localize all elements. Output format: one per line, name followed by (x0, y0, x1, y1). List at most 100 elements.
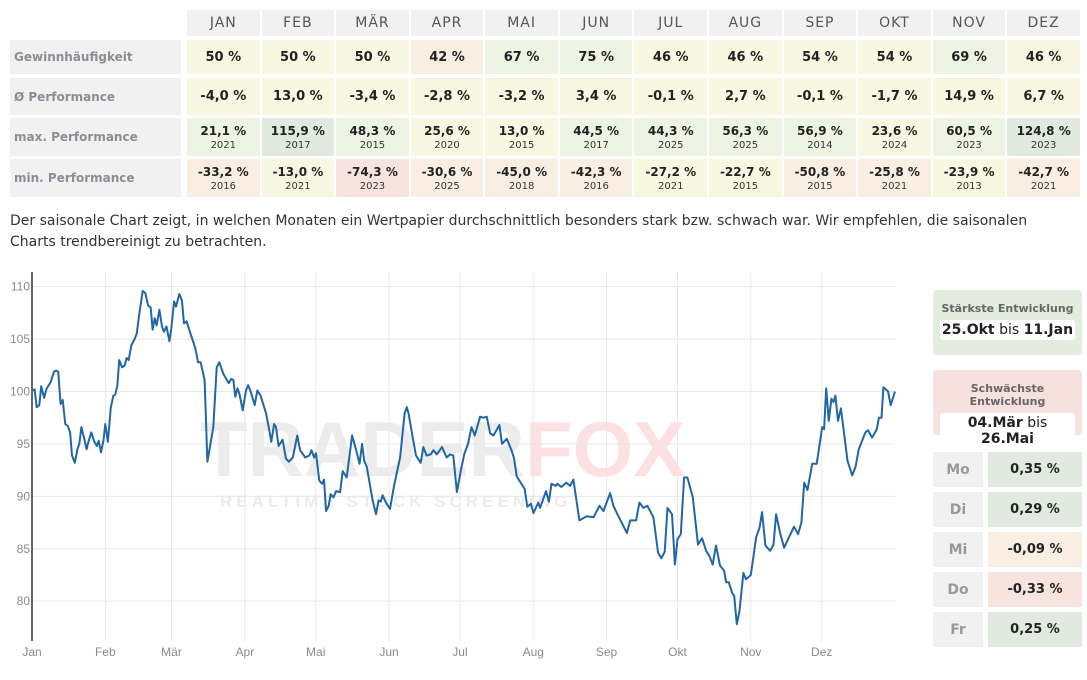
table-cell: 23,6 % 2024 (858, 118, 931, 156)
table-cell: -3,2 % (485, 78, 558, 115)
weakest-range: 04.Mär bis 26.Mai (940, 413, 1075, 449)
table-cell: 69 % (932, 40, 1006, 74)
y-tick-label: 90 (17, 489, 31, 503)
cell-value: 46 % (1025, 49, 1062, 65)
range-sep: bis (999, 322, 1020, 338)
table-cell: 14,9 % (932, 78, 1006, 115)
table-cell: 50 % (187, 40, 260, 74)
table-cell: 67 % (485, 40, 558, 74)
cell-value: -74,3 % (347, 164, 398, 179)
table-cell: 56,9 % 2014 (783, 118, 857, 156)
x-tick-label: Okt (668, 645, 687, 659)
cell-value: -27,2 % (645, 164, 697, 179)
table-cell: -0,1 % (783, 78, 857, 115)
month-header: AUG (709, 10, 782, 36)
cell-value: 23,6 % (871, 123, 918, 138)
table-cell: -1,7 % (858, 78, 931, 115)
cell-year: 2025 (434, 180, 460, 192)
table-cell: -22,7 % 2015 (709, 159, 782, 197)
watermark-logo: TRADERFOX (200, 405, 685, 493)
range-from: 04.Mär (967, 415, 1023, 431)
cell-value: 50 % (354, 49, 391, 65)
cell-year: 2021 (658, 180, 684, 192)
table-cell: 42 % (410, 40, 484, 74)
cell-value: 42 % (429, 49, 465, 65)
cell-value: 2,7 % (725, 89, 766, 104)
table-cell: -23,9 % 2013 (932, 159, 1006, 197)
table-cell: 54 % (783, 40, 857, 74)
month-header: SEP (783, 10, 857, 36)
y-tick-label: 80 (17, 594, 31, 608)
cell-value: -3,4 % (349, 89, 396, 104)
cell-value: 54 % (876, 49, 913, 65)
month-header: OKT (858, 10, 931, 36)
weekday-value: 0,35 % (988, 452, 1082, 487)
table-cell: 2,7 % (709, 78, 782, 115)
month-header: FEB (261, 10, 335, 36)
x-tick-label: Nov (740, 645, 761, 659)
header-spacer (10, 10, 181, 36)
weekday-value: -0,09 % (988, 532, 1082, 567)
month-header: MÄR (336, 10, 409, 36)
table-cell: 13,0 % (261, 78, 335, 115)
x-tick-label: Aug (523, 645, 544, 659)
cell-value: -2,8 % (424, 89, 471, 104)
table-cell: 56,3 % 2025 (709, 118, 782, 156)
cell-year: 2021 (285, 180, 311, 192)
table-cell: 46 % (634, 40, 708, 74)
table-cell: -42,7 % 2021 (1007, 159, 1080, 197)
cell-value: -30,6 % (421, 164, 473, 179)
table-cell: -25,8 % 2021 (858, 159, 931, 197)
chart-description: Der saisonale Chart zeigt, in welchen Mo… (10, 213, 1028, 250)
x-tick-label: Jan (22, 645, 41, 659)
cell-year: 2021 (881, 180, 908, 192)
strongest-range: 25.Okt bis 11.Jan (940, 320, 1075, 340)
weekday-label: Do (933, 572, 983, 607)
cell-value: -4,0 % (200, 89, 247, 104)
table-cell: 60,5 % 2023 (932, 118, 1006, 156)
cell-year: 2017 (285, 139, 311, 151)
cell-value: 14,9 % (944, 89, 994, 104)
cell-value: 67 % (503, 49, 540, 65)
cell-year: 2013 (956, 180, 982, 192)
cell-value: 46 % (652, 49, 689, 65)
y-tick-label: 110 (11, 280, 30, 294)
range-to: 11.Jan (1023, 322, 1074, 338)
table-cell: 3,4 % (559, 78, 633, 115)
x-tick-label: Mär (161, 645, 182, 659)
table-row: max. Performance 21,1 % 2021 115,9 % 2017 48,… (10, 118, 1080, 156)
cell-value: 69 % (951, 49, 987, 65)
weekday-row: Di 0,29 % (933, 492, 1082, 527)
table-row: Ø Performance -4,0 % 13,0 % -3,4 % -2,8 % -3,… (10, 78, 1080, 115)
x-tick-label: Sep (596, 645, 618, 659)
cell-value: 6,7 % (1023, 89, 1064, 104)
y-tick-label: 100 (10, 385, 30, 399)
table-cell: -27,2 % 2021 (634, 159, 708, 197)
row-label: max. Performance (10, 118, 181, 156)
table-cell: 21,1 % 2021 (187, 118, 260, 156)
cell-year: 2023 (1030, 139, 1057, 151)
cell-value: -45,0 % (496, 164, 547, 179)
table-cell: 25,6 % 2020 (410, 118, 484, 156)
cell-value: 60,5 % (946, 123, 992, 138)
x-tick-label: Feb (95, 645, 116, 659)
cell-year: 2018 (508, 180, 535, 192)
cell-year: 2015 (807, 180, 833, 192)
table-cell: -50,8 % 2015 (783, 159, 857, 197)
cell-year: 2015 (359, 139, 386, 151)
table-cell: 124,8 % 2023 (1007, 118, 1080, 156)
cell-value: 13,0 % (498, 123, 545, 138)
cell-year: 2016 (583, 180, 609, 192)
cell-value: 44,3 % (647, 123, 694, 138)
x-tick-label: Dez (811, 645, 832, 659)
cell-year: 2024 (881, 139, 908, 151)
table-cell: -33,2 % 2016 (187, 159, 260, 197)
cell-value: -50,8 % (794, 164, 846, 179)
cell-value: 25,6 % (424, 123, 470, 138)
weekday-value: 0,25 % (988, 612, 1082, 647)
cell-value: 50 % (205, 49, 242, 65)
x-tick-label: Mai (306, 645, 325, 659)
watermark-brand-b: FOX (525, 405, 685, 493)
month-header: NOV (932, 10, 1006, 36)
cell-value: -0,1 % (796, 89, 843, 104)
